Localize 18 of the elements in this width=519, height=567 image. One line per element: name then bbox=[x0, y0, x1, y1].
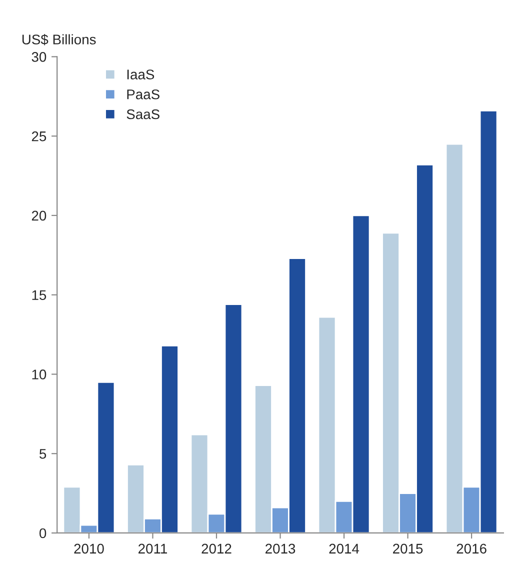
x-tick-label: 2013 bbox=[266, 544, 296, 554]
x-tick-label: 2012 bbox=[202, 544, 232, 554]
y-tick-label: 5 bbox=[40, 449, 46, 459]
legend-label: SaaS bbox=[126, 109, 160, 120]
y-tick-label: 10 bbox=[32, 370, 46, 380]
y-tick-label: 15 bbox=[32, 290, 46, 300]
legend-label: IaaS bbox=[127, 70, 154, 80]
x-tick-label: 2010 bbox=[74, 544, 104, 554]
y-tick-label: 30 bbox=[32, 52, 46, 62]
x-tick-label: 2011 bbox=[138, 544, 167, 554]
x-tick-label: 2015 bbox=[393, 544, 423, 554]
y-tick-label: 0 bbox=[39, 528, 46, 538]
x-tick-label: 2016 bbox=[456, 544, 486, 554]
y-axis-title: US$ Billions bbox=[22, 34, 96, 46]
y-tick-label: 25 bbox=[32, 131, 46, 142]
x-tick-label: 2014 bbox=[329, 544, 360, 554]
y-tick-label: 20 bbox=[32, 210, 46, 221]
legend-label: PaaS bbox=[127, 89, 160, 100]
